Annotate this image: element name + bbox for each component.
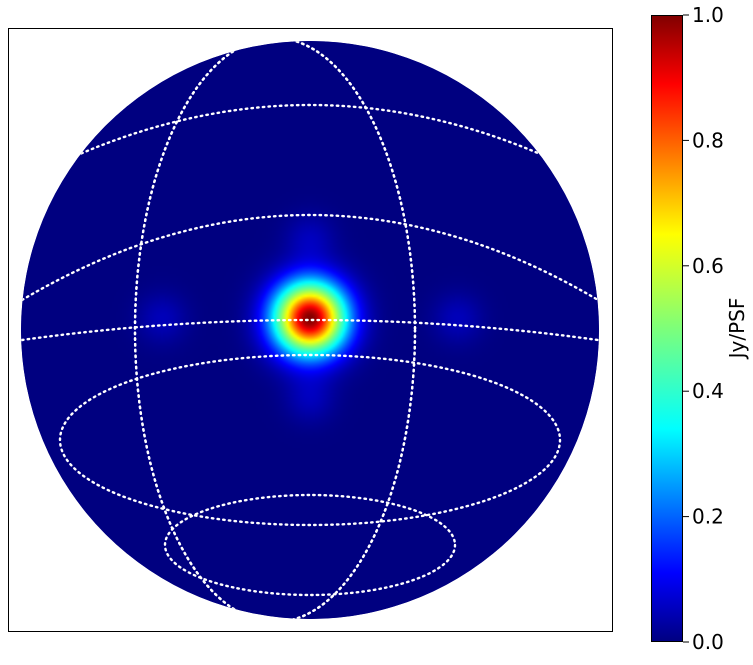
colorbar: 0.0 0.2 0.4 0.6 0.8 1.0 Jy/PSF (651, 3, 749, 654)
graticule-parallel-lower (58, 353, 562, 527)
psf-heatmap (21, 41, 599, 619)
graticule-meridian-east (133, 41, 417, 619)
colorbar-tick-label: 0.0 (692, 630, 724, 654)
colorbar-label: Jy/PSF (725, 298, 749, 361)
colorbar-fill (651, 15, 683, 642)
sky-disk (21, 41, 599, 619)
graticule-parallel-polar (163, 493, 457, 597)
graticule (21, 41, 599, 619)
colorbar-tick-label: 0.8 (692, 128, 724, 152)
colorbar-tick-label: 0.2 (692, 505, 724, 529)
colorbar-frame (651, 15, 683, 642)
colorbar-tick-label: 0.4 (692, 379, 724, 403)
colorbar-ticks: 0.0 0.2 0.4 0.6 0.8 1.0 (683, 3, 724, 654)
graticule-parallel-top (43, 103, 577, 172)
colorbar-tick-label: 0.6 (692, 254, 724, 278)
colorbar-tick-label: 1.0 (692, 3, 724, 27)
graticule-parallel-equator (21, 318, 599, 342)
graticule-parallel-upper (21, 213, 599, 302)
